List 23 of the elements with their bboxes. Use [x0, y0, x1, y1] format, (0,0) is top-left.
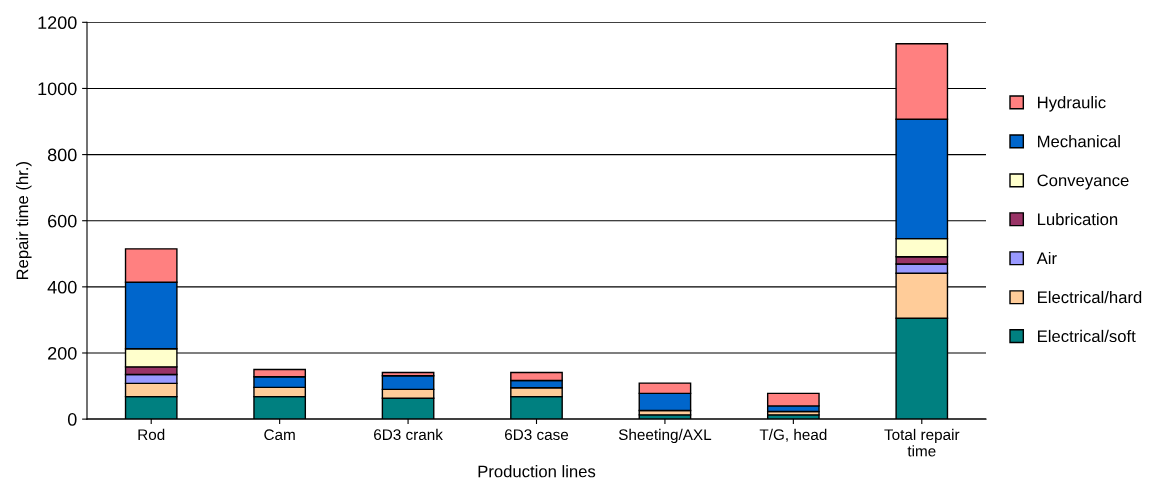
x-tick-label: Cam: [264, 429, 295, 441]
y-tick-label: 1200: [38, 16, 77, 30]
legend-label: Lubrication: [1038, 213, 1118, 226]
x-tick-label: 6D3 crank: [374, 428, 443, 441]
y-tick-label: 400: [47, 280, 77, 294]
x-tick-label: Sheeting/AXL: [618, 428, 712, 444]
legend-label: Conveyance: [1037, 174, 1129, 190]
y-axis-title: Repair time (hr.): [16, 162, 32, 280]
legend-label: Mechanical: [1038, 135, 1120, 148]
y-tick-label: 200: [48, 346, 77, 360]
legend-label: Electrical/hard: [1038, 290, 1142, 304]
y-tick-label: 1000: [38, 82, 77, 96]
legend-label: Electrical/soft: [1038, 329, 1136, 343]
x-tick-label: T/G, head: [759, 428, 827, 442]
legend-label: Air: [1036, 251, 1057, 265]
x-tick-label: Rod: [138, 428, 165, 441]
legend-label: Hydraulic: [1038, 96, 1106, 112]
x-axis-title: Production lines: [478, 465, 596, 478]
y-tick-label: 600: [48, 214, 77, 228]
y-tick-label: 0: [67, 413, 77, 426]
y-tick-label: 800: [47, 148, 77, 162]
x-tick-label: 6D3 case: [505, 429, 569, 441]
x-tick-label: Total repair time: [884, 428, 960, 457]
